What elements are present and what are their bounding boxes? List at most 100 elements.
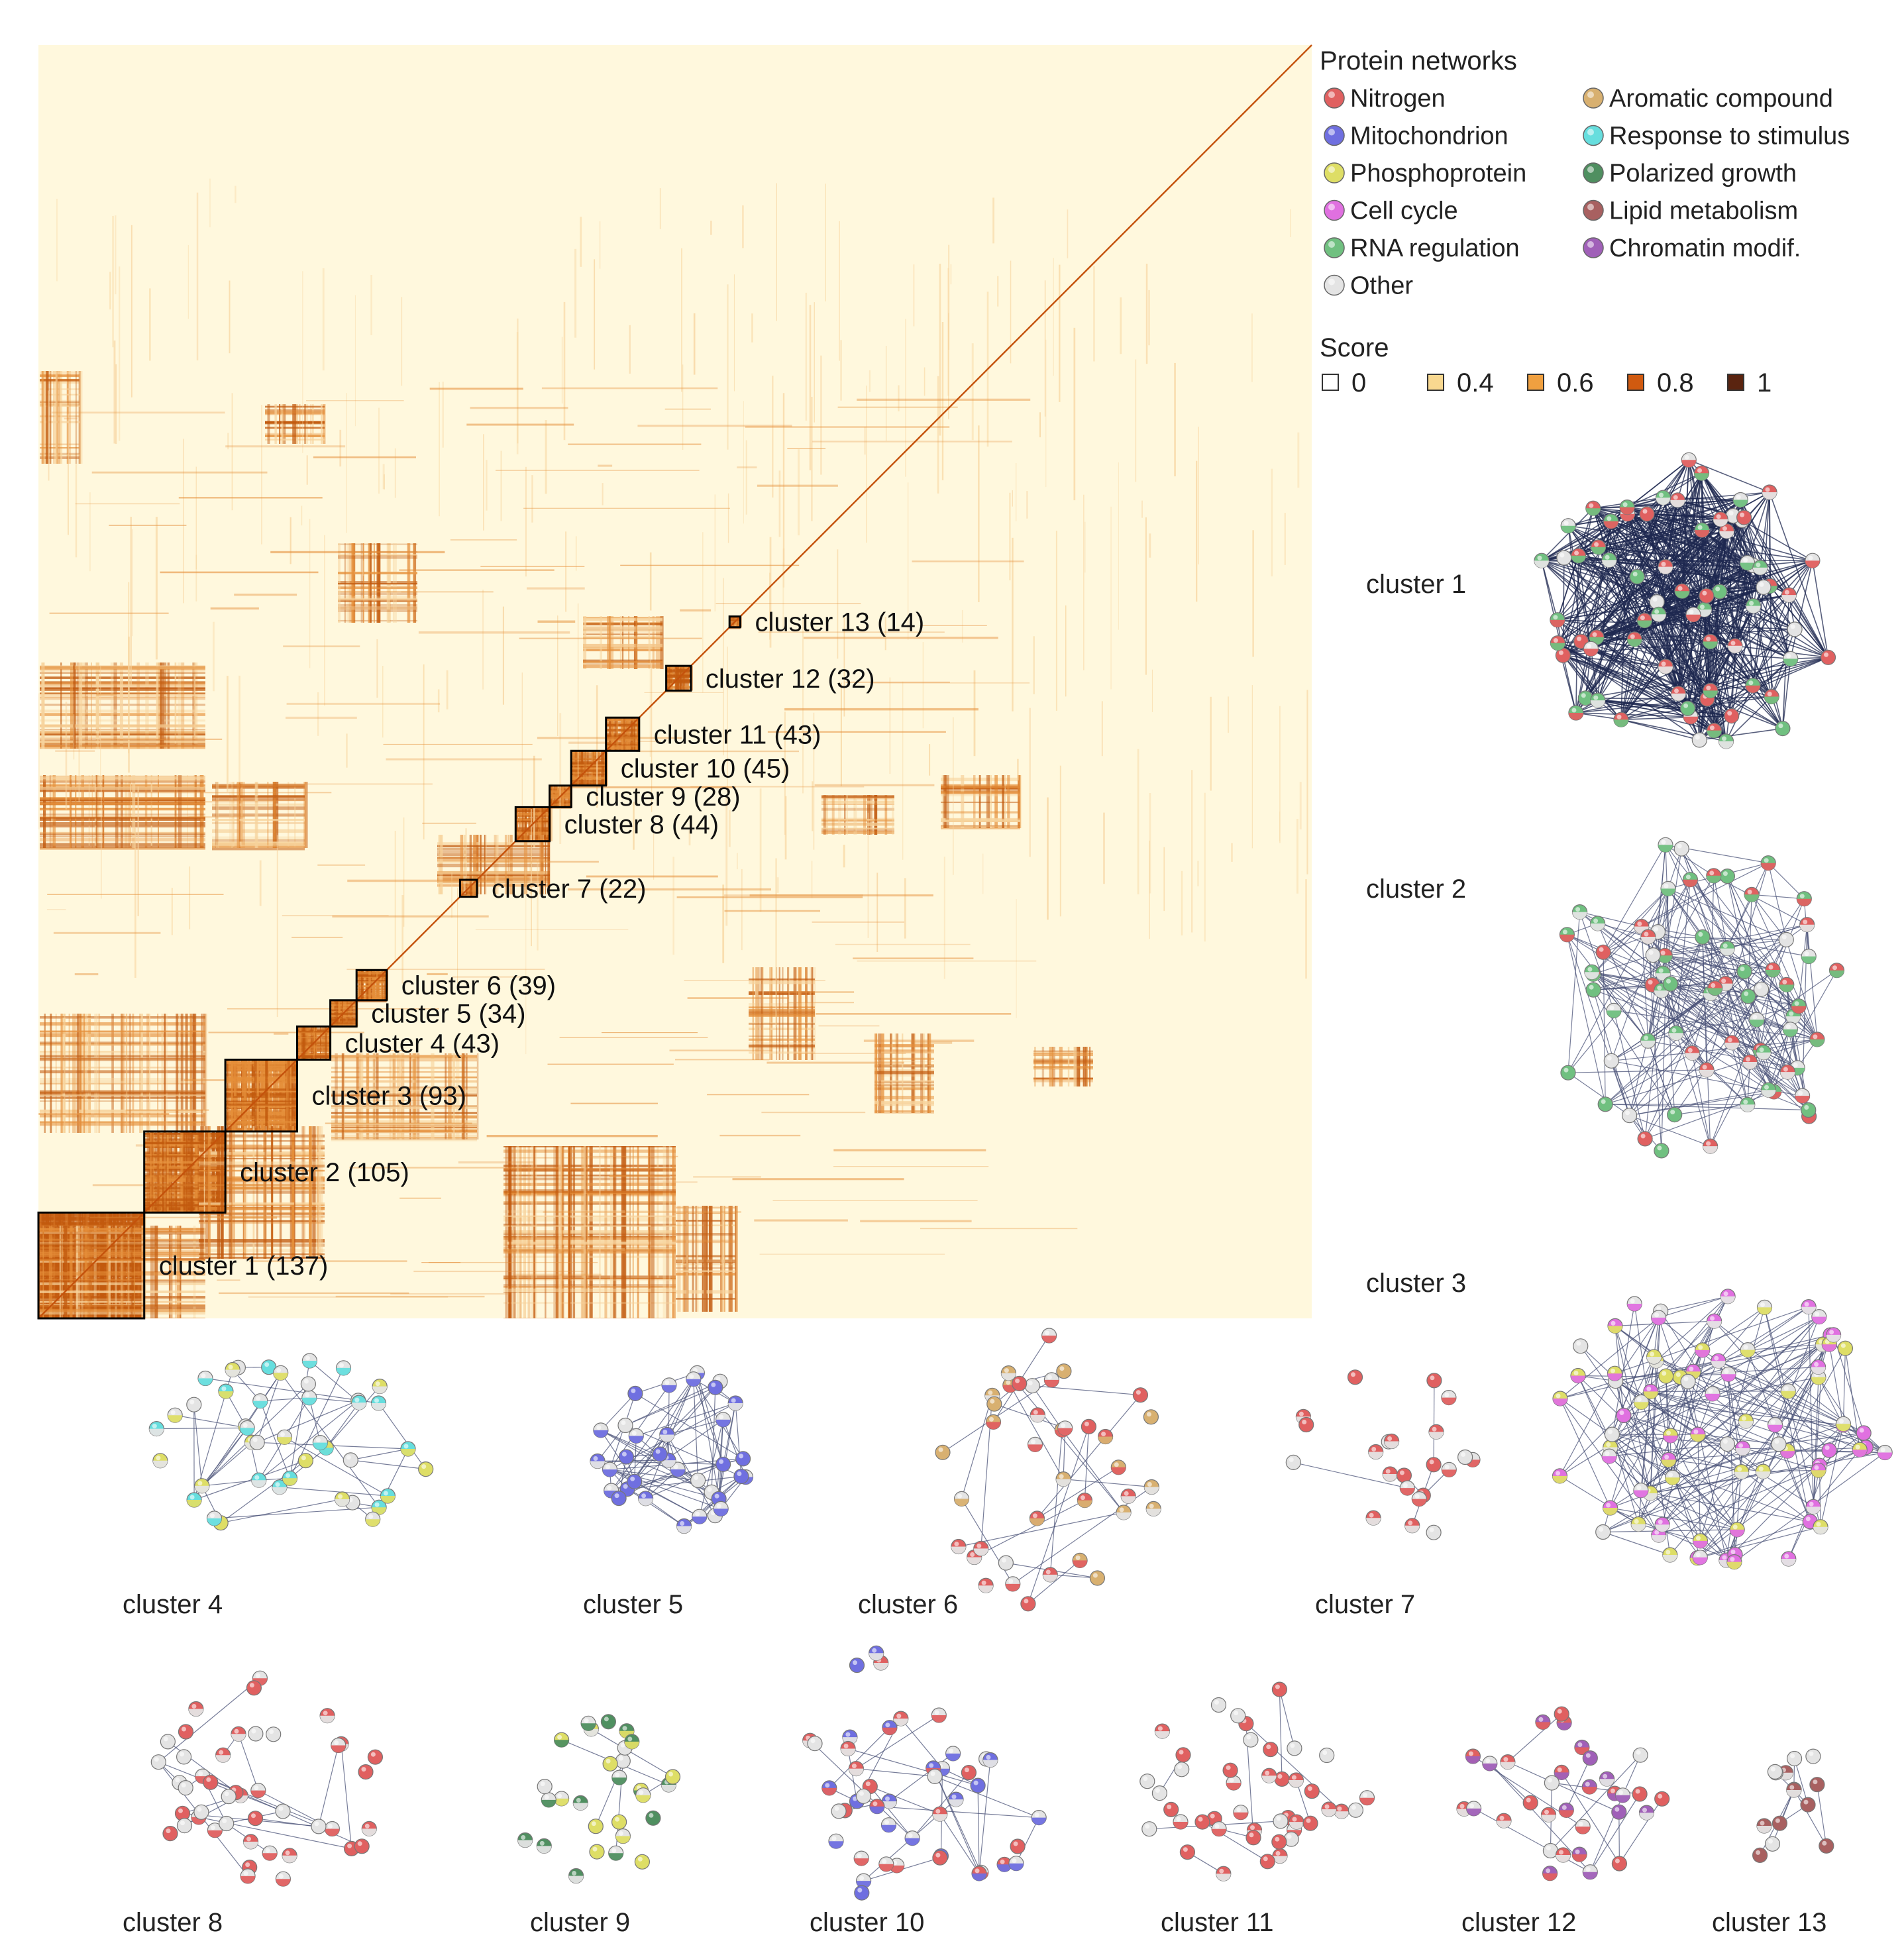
legend-item: Other	[1324, 272, 1413, 300]
legend-swatch	[1324, 199, 1345, 221]
network-node	[1163, 1801, 1179, 1817]
network-node	[611, 1491, 627, 1507]
network-5: cluster 5	[583, 1365, 754, 1619]
network-node	[1673, 841, 1689, 857]
cluster-box-12	[665, 664, 692, 692]
cluster-label-11: cluster 11 (43)	[654, 720, 821, 749]
cluster-box-1	[37, 1211, 146, 1320]
network-node	[600, 1714, 617, 1730]
network-node	[617, 1417, 633, 1434]
network-node	[1778, 931, 1794, 948]
network-node	[1645, 947, 1661, 963]
network-node	[854, 1885, 870, 1901]
network-node	[1348, 1802, 1364, 1818]
legend-label: Response to stimulus	[1609, 123, 1850, 150]
network-node	[1544, 1775, 1560, 1791]
cluster-labels: cluster 1 (137) cluster 2 (105) cluster 3 …	[159, 608, 924, 1281]
network-node	[1554, 1706, 1569, 1722]
network-nodes	[1534, 452, 1836, 749]
network-node	[1210, 1697, 1227, 1713]
legend-label: Other	[1350, 272, 1413, 300]
network-nodes	[1285, 1369, 1481, 1540]
legend-swatch	[1324, 274, 1345, 296]
cluster-box-11	[605, 716, 641, 752]
network-node	[1658, 1368, 1674, 1384]
network-node	[1767, 1764, 1783, 1779]
network-node	[1622, 1108, 1638, 1124]
network-node	[1304, 1783, 1320, 1799]
network-node	[602, 1756, 618, 1772]
legend-item: Polarized growth	[1583, 160, 1797, 187]
cluster-box-3	[224, 1059, 299, 1133]
network-4: cluster 4	[123, 1353, 434, 1619]
network-node	[246, 1680, 262, 1696]
network-node	[1654, 1791, 1670, 1807]
network-node	[1856, 1425, 1872, 1441]
cluster-label-6: cluster 6 (39)	[401, 971, 556, 1000]
cluster-box-7	[458, 878, 478, 898]
cluster-box-2	[143, 1130, 227, 1214]
network-node	[150, 1754, 166, 1770]
network-node	[1273, 1813, 1289, 1829]
network-node	[186, 1397, 202, 1412]
network-node	[807, 1736, 823, 1752]
legend-item: Cell cycle	[1324, 197, 1458, 225]
network-node	[1271, 1681, 1288, 1697]
network-node	[1556, 550, 1572, 566]
network-node	[1611, 1856, 1627, 1872]
network-node	[1132, 1387, 1149, 1403]
network-node	[715, 1456, 731, 1472]
network-node	[1426, 1457, 1442, 1473]
network-label: cluster 9	[530, 1908, 630, 1937]
network-nodes	[1456, 1706, 1670, 1881]
similarity-heatmap: cluster 1 (137) cluster 2 (105) cluster 3 …	[37, 44, 1312, 1320]
network-label: cluster 3	[1366, 1269, 1466, 1298]
network-3: cluster 3	[1366, 1269, 1893, 1570]
cluster-label-1: cluster 1 (137)	[159, 1251, 329, 1281]
score-item: 0.4	[1427, 368, 1494, 397]
network-nodes	[935, 1328, 1161, 1612]
score-label: 0	[1351, 368, 1366, 397]
network-node	[1319, 1747, 1335, 1764]
cluster-box-9	[549, 784, 572, 808]
cluster-label-7: cluster 7 (22)	[492, 874, 646, 904]
network-node	[1699, 588, 1715, 604]
network-node	[1245, 1830, 1261, 1846]
network-node	[1719, 868, 1735, 884]
network-nodes	[1559, 837, 1845, 1159]
network-node	[1151, 1785, 1168, 1801]
network-node	[176, 1749, 192, 1765]
network-node	[367, 1749, 384, 1765]
network-node	[1056, 1363, 1072, 1379]
score-item: 0.8	[1627, 368, 1694, 397]
network-node	[1287, 1740, 1302, 1756]
network-node	[537, 1779, 553, 1795]
network-node	[849, 1658, 865, 1673]
network-node	[1585, 982, 1601, 998]
network-node	[1611, 1804, 1627, 1820]
legend-item: Phosphoprotein	[1324, 160, 1526, 187]
network-node	[1222, 1762, 1238, 1778]
network-13: cluster 13	[1712, 1748, 1834, 1937]
network-node	[1396, 1467, 1412, 1483]
network-1: cluster 1	[1366, 452, 1836, 749]
network-node	[1756, 579, 1772, 596]
heatmap-cells	[38, 178, 1308, 1318]
network-node	[1174, 1762, 1190, 1777]
legend-title: Protein networks	[1320, 46, 1517, 76]
network-node	[249, 1434, 265, 1450]
network-nodes	[1552, 1289, 1893, 1570]
network-node	[1573, 1338, 1589, 1354]
cluster-label-12: cluster 12 (32)	[706, 664, 875, 694]
cluster-networks: cluster 1 cluster 2 cluster 3 cluster 4 clus…	[123, 452, 1893, 1937]
network-label: cluster 6	[858, 1590, 958, 1619]
score-swatch	[1322, 374, 1339, 391]
legend-label: Mitochondrion	[1350, 123, 1508, 150]
network-node	[1654, 1143, 1669, 1159]
score-legend: Score 0 0.4 0.6 0.8 1	[1320, 333, 1772, 397]
network-node	[1805, 1748, 1821, 1764]
network-node	[1787, 1750, 1803, 1767]
legend-item: Response to stimulus	[1583, 123, 1850, 150]
legend-swatch	[1583, 199, 1604, 221]
network-node	[1787, 621, 1803, 637]
